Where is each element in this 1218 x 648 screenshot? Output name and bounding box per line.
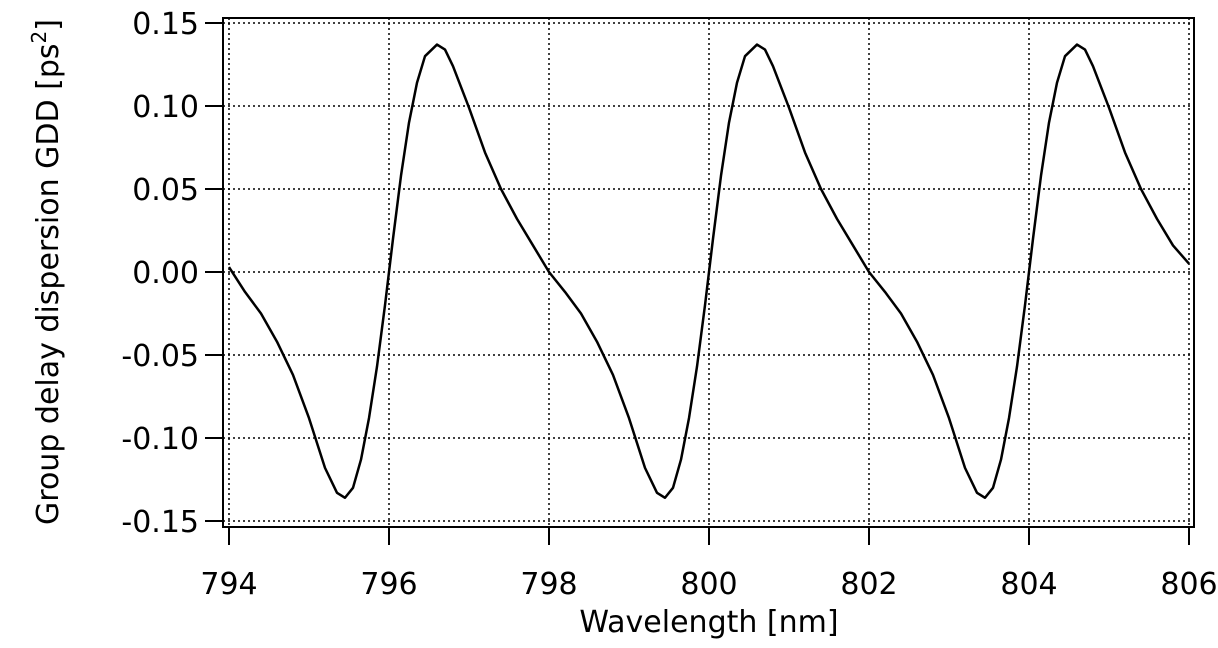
y-tick-label: 0.10	[132, 90, 199, 125]
y-axis-label-suffix: ]	[31, 19, 66, 31]
y-tick-label: 0.05	[132, 173, 199, 208]
y-tick-label: 0.15	[132, 7, 199, 42]
x-axis-label: Wavelength [nm]	[579, 605, 838, 640]
y-tick-label: 0.00	[132, 256, 199, 291]
x-tick-label: 800	[680, 567, 737, 602]
x-tick-label: 806	[1160, 567, 1217, 602]
y-axis-label-sup: 2	[27, 31, 51, 44]
x-tick-label: 804	[1000, 567, 1057, 602]
x-tick-label: 796	[360, 567, 417, 602]
x-tick-label: 794	[200, 567, 257, 602]
y-tick-label: -0.15	[121, 505, 199, 540]
y-axis-label: Group delay dispersion GDD [ps2]	[27, 19, 66, 525]
y-tick-label: -0.10	[121, 422, 199, 457]
line-series	[227, 43, 1190, 500]
x-tick-label: 798	[520, 567, 577, 602]
y-tick-label: -0.05	[121, 339, 199, 374]
x-tick-label: 802	[840, 567, 897, 602]
y-axis-label-text: Group delay dispersion GDD [ps	[31, 44, 66, 525]
